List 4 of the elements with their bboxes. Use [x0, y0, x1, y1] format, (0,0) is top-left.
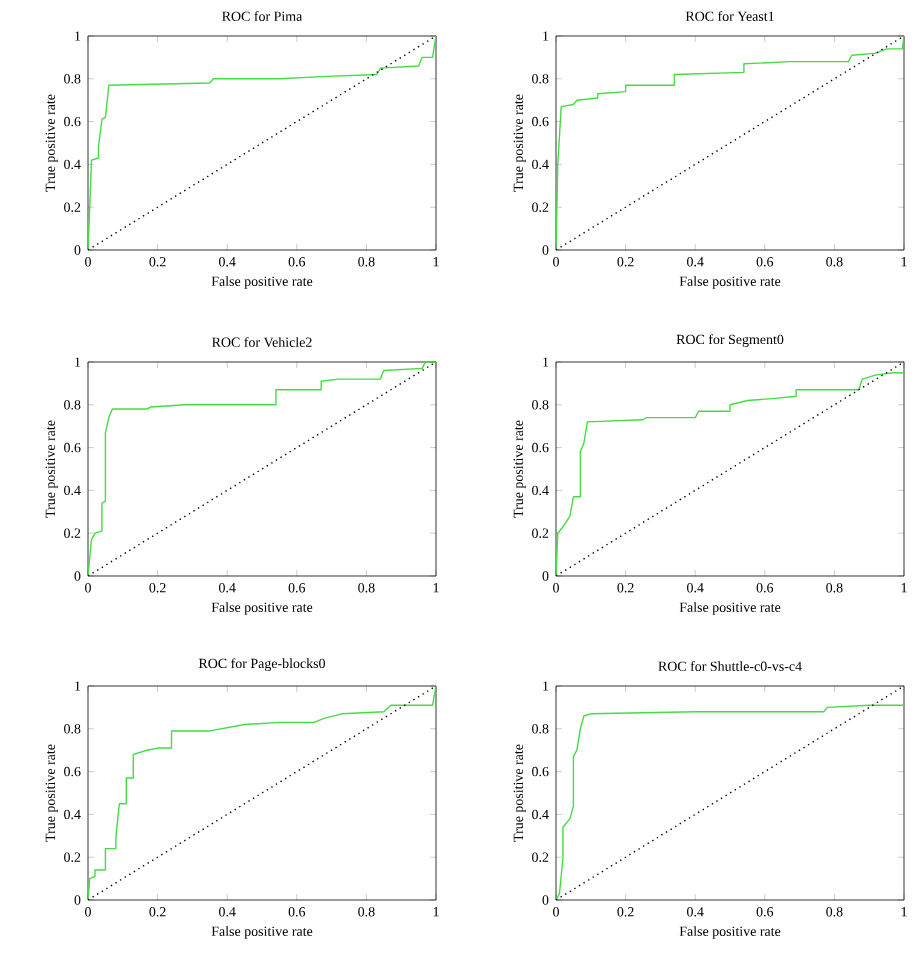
line-series: [88, 35, 436, 250]
line-series: [556, 35, 905, 250]
line-series: [88, 686, 436, 900]
line-series: [88, 361, 436, 576]
